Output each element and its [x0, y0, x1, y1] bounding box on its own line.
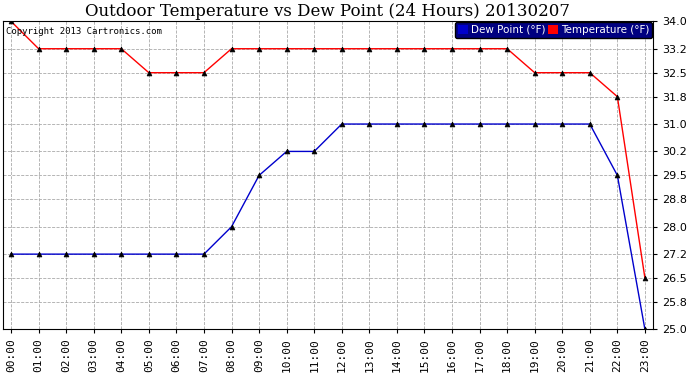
Title: Outdoor Temperature vs Dew Point (24 Hours) 20130207: Outdoor Temperature vs Dew Point (24 Hou…: [86, 3, 571, 20]
Legend: Dew Point (°F), Temperature (°F): Dew Point (°F), Temperature (°F): [455, 22, 652, 38]
Text: Copyright 2013 Cartronics.com: Copyright 2013 Cartronics.com: [6, 27, 162, 36]
